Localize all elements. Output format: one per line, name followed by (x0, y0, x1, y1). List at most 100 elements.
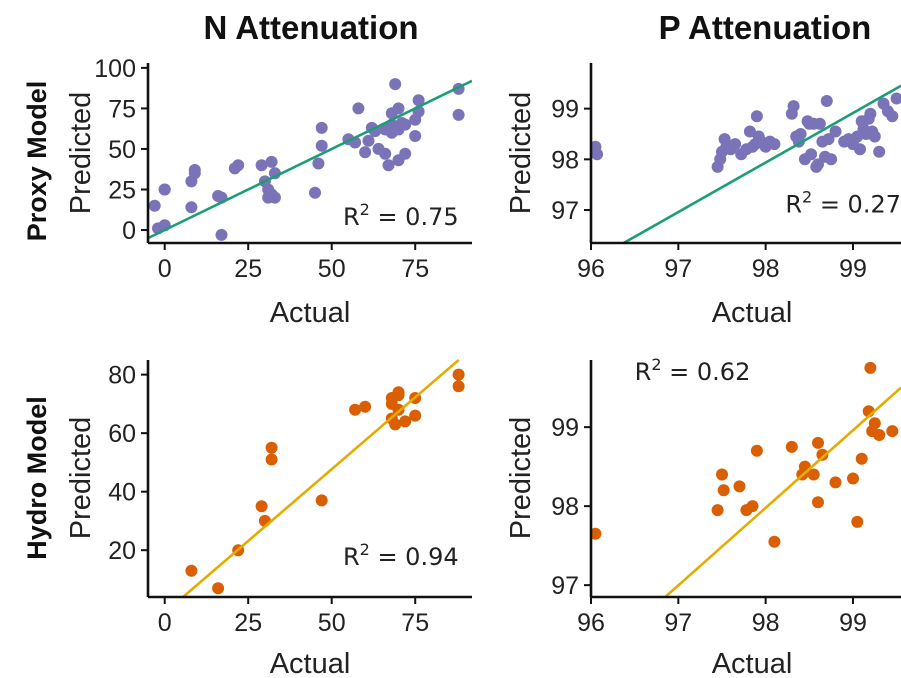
data-point (389, 78, 402, 91)
x-axis-title: Actual (270, 648, 351, 678)
panel-p-attenuation-proxy: 96 97 98 99 97 98 99 Actual Predicted R2 = 0.27 (505, 63, 901, 329)
data-point (265, 453, 278, 466)
data-point (255, 500, 268, 513)
data-point (807, 468, 820, 481)
x-tick-label: 99 (839, 609, 867, 637)
r-squared-value: = 0.94 (370, 543, 459, 571)
x-axis-title: Actual (712, 648, 793, 678)
data-point (729, 138, 742, 151)
data-point (212, 582, 225, 595)
r-squared-annotation: R2 = 0.62 (635, 355, 751, 386)
data-point (265, 155, 278, 168)
r-squared-value: = 0.27 (812, 191, 901, 219)
y-tick-label: 50 (108, 136, 136, 164)
data-point (359, 400, 372, 413)
x-tick-label: 50 (318, 609, 346, 637)
y-tick-label: 98 (551, 146, 579, 174)
data-point (890, 92, 901, 105)
data-point (452, 368, 465, 381)
r-squared-annotation: R2 = 0.75 (343, 200, 459, 231)
column-title-p-attenuation: P Attenuation (659, 9, 872, 46)
column-title-n-attenuation: N Attenuation (203, 9, 418, 46)
data-point (412, 94, 425, 107)
data-point (868, 417, 881, 430)
data-point (829, 125, 842, 138)
data-point (399, 118, 412, 131)
data-point (452, 108, 465, 121)
data-point (379, 147, 392, 160)
panel-n-attenuation-proxy: 0 25 50 75 0 25 50 75 100 Actual Predicted R2 = 0.7… (65, 55, 472, 329)
data-point (399, 415, 412, 428)
data-point (886, 425, 899, 438)
data-point (148, 199, 161, 212)
panel-p-attenuation-hydro: 96 97 98 99 97 98 99 Actual Predicted R2 = 0.62 (505, 355, 901, 678)
y-tick-label: 40 (108, 479, 136, 507)
r-squared-exponent: 2 (360, 200, 370, 219)
data-point (812, 496, 824, 509)
data-point (452, 380, 465, 393)
x-tick-label: 50 (318, 255, 346, 283)
x-tick-label: 97 (664, 609, 692, 637)
y-tick-label: 97 (551, 572, 579, 600)
data-point (768, 138, 781, 151)
r-squared-exponent: 2 (360, 540, 370, 559)
y-tick-label: 60 (108, 420, 136, 448)
data-point (812, 158, 824, 171)
data-point (787, 100, 800, 113)
data-point (805, 148, 818, 161)
x-tick-label: 99 (839, 255, 867, 283)
x-tick-label: 97 (664, 255, 692, 283)
r-squared-exponent: 2 (651, 355, 661, 374)
x-tick-label: 75 (401, 609, 429, 637)
y-axis-title: Predicted (65, 417, 97, 540)
data-point (873, 145, 886, 158)
data-point (591, 527, 602, 540)
r-squared-value: = 0.62 (662, 358, 751, 386)
data-point (362, 134, 375, 147)
data-point (382, 159, 395, 172)
data-point (185, 201, 198, 214)
r-squared-letter: R (343, 203, 360, 231)
data-point (855, 452, 868, 465)
x-axis-title: Actual (712, 297, 793, 329)
y-tick-label: 80 (108, 362, 136, 390)
data-point (309, 186, 321, 199)
plot-area (182, 359, 465, 597)
y-axis-title: Predicted (65, 92, 97, 215)
data-point (409, 130, 422, 142)
x-tick-label: 98 (752, 609, 780, 637)
data-point (215, 228, 228, 241)
row-label-hydro-model: Hydro Model (22, 396, 52, 560)
data-point (854, 143, 866, 156)
data-point (816, 448, 829, 461)
data-point (268, 191, 281, 204)
y-tick-label: 75 (108, 95, 136, 123)
data-point (813, 117, 826, 130)
data-point (716, 468, 728, 481)
panel-n-attenuation-hydro: 0 25 50 75 20 40 60 80 Actual Predicted R2 = 0.94 (65, 359, 472, 678)
data-point (349, 403, 362, 416)
y-axis-title: Predicted (505, 417, 537, 540)
data-point (768, 535, 781, 548)
data-point (352, 102, 365, 115)
data-point (868, 130, 881, 143)
data-point (399, 147, 412, 160)
fit-line (148, 79, 472, 240)
plot-area (148, 78, 472, 241)
data-point (232, 159, 245, 172)
data-point (733, 480, 746, 493)
y-tick-label: 0 (122, 217, 136, 245)
data-point (717, 484, 730, 497)
fit-line (664, 386, 901, 597)
data-point (711, 504, 724, 517)
data-point (829, 476, 842, 489)
r-squared-annotation: R2 = 0.27 (785, 188, 901, 219)
data-point (359, 146, 372, 159)
x-tick-label: 75 (401, 255, 429, 283)
r-squared-value: = 0.75 (370, 203, 459, 231)
data-point (825, 153, 838, 166)
data-point (315, 139, 328, 152)
data-point (847, 472, 859, 485)
data-point (265, 441, 278, 454)
